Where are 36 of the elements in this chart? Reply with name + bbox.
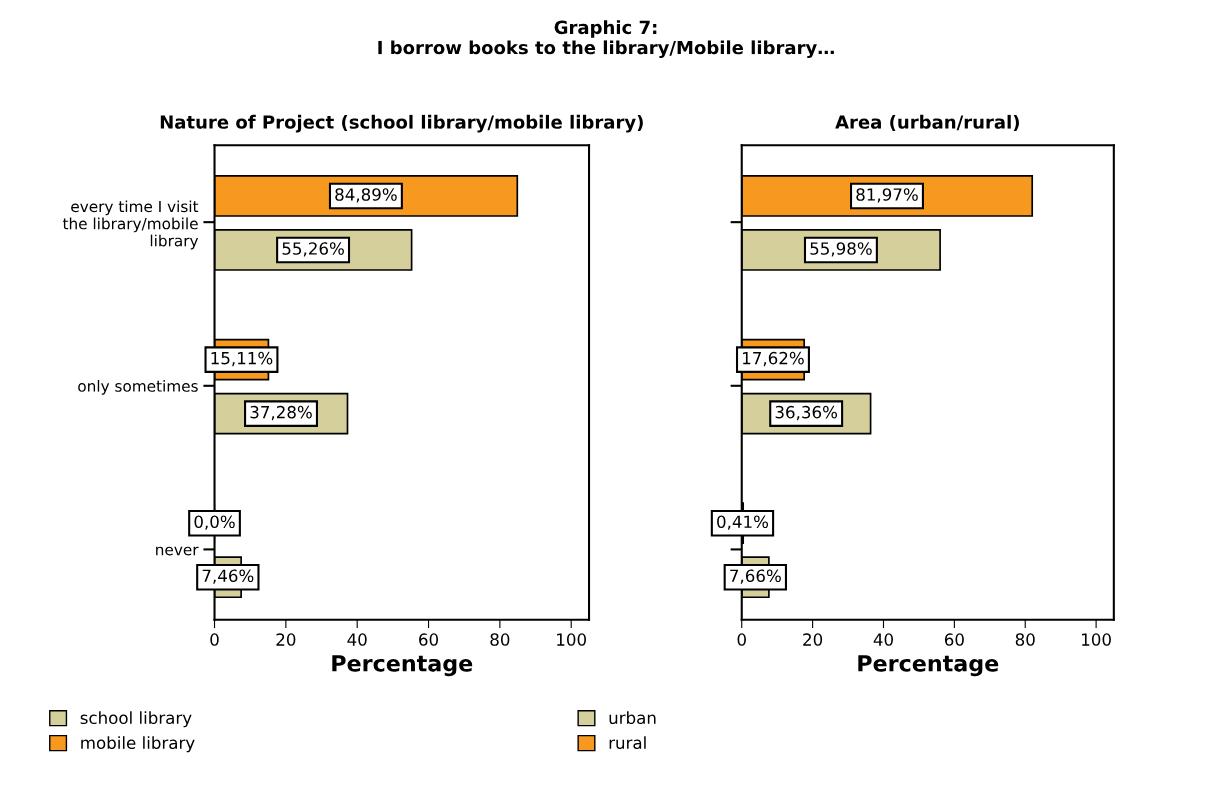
x-tick-label: 20 bbox=[276, 633, 296, 646]
data-label: 15,11% bbox=[211, 351, 273, 367]
data-label: 0,41% bbox=[717, 515, 769, 530]
x-tick-label: 100 bbox=[1082, 633, 1111, 646]
data-label: 7,66% bbox=[730, 569, 781, 584]
data-label: 36,36% bbox=[775, 405, 838, 421]
y-tick-label: only sometimes bbox=[78, 379, 198, 395]
data-label: 55,26% bbox=[282, 242, 344, 257]
data-label: 17,62% bbox=[743, 351, 804, 367]
x-tick-label: 60 bbox=[944, 633, 964, 646]
chart-title: Nature of Project (school library/mobile library) bbox=[160, 114, 643, 133]
legend-label: rural bbox=[609, 736, 646, 750]
data-label: 84,89% bbox=[335, 188, 397, 203]
data-label: 7,46% bbox=[202, 569, 254, 584]
x-tick-label: 0 bbox=[210, 633, 219, 646]
chart-title: Area (urban/rural) bbox=[835, 114, 1019, 131]
x-tick-label: 60 bbox=[419, 633, 439, 646]
x-axis-title: Percentage bbox=[858, 655, 999, 677]
data-label: 81,97% bbox=[856, 188, 918, 203]
y-tick-label: every time I visit the library/mobile library bbox=[62, 200, 199, 250]
text: Graphic 7: I borrow books to the library/Mobile library… bbox=[378, 20, 834, 59]
data-label: 0,0% bbox=[194, 515, 235, 530]
data-label: 55,98% bbox=[810, 242, 872, 257]
y-tick-label: never bbox=[156, 546, 199, 556]
x-tick-label: 100 bbox=[557, 633, 586, 646]
x-tick-label: 40 bbox=[347, 633, 367, 646]
legend-label: urban bbox=[609, 711, 656, 725]
legend-label: mobile library bbox=[81, 736, 195, 753]
data-label: 37,28% bbox=[250, 405, 312, 421]
legend-label: school library bbox=[80, 711, 192, 728]
x-tick-label: 80 bbox=[1015, 633, 1035, 646]
x-tick-label: 0 bbox=[737, 633, 746, 646]
x-tick-label: 40 bbox=[873, 633, 893, 646]
x-tick-label: 20 bbox=[803, 633, 823, 646]
x-axis-title: Percentage bbox=[332, 655, 473, 677]
x-tick-label: 80 bbox=[490, 633, 510, 646]
